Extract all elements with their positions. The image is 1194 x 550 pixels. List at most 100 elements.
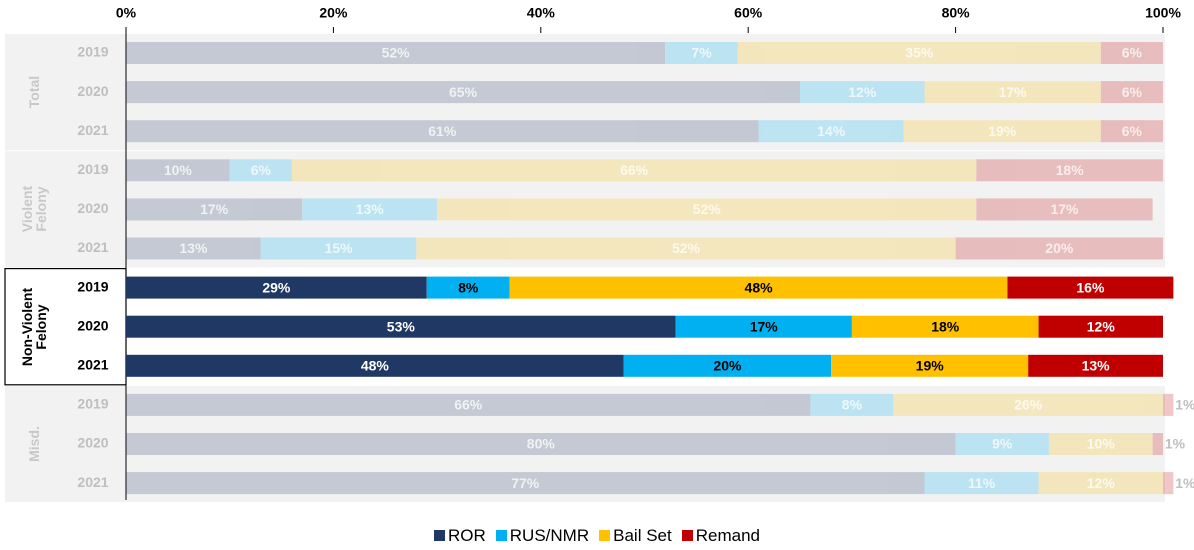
- legend-entry: RUS/NMR: [495, 526, 590, 546]
- y-tick-label: 2021: [77, 357, 108, 373]
- data-label: 19%: [988, 123, 1017, 139]
- bar-segment: [976, 159, 1163, 182]
- legend-swatch: [599, 530, 611, 541]
- data-label: 17%: [999, 84, 1028, 100]
- data-label: 13%: [356, 201, 385, 217]
- group-background: [5, 34, 1165, 151]
- y-tick-label: 2019: [77, 161, 108, 177]
- bar-row: [126, 237, 1163, 260]
- y-tick-label: 2020: [77, 83, 108, 99]
- data-label: 11%: [968, 475, 996, 491]
- data-label: 8%: [842, 397, 863, 413]
- x-tick-label: 80%: [942, 5, 971, 21]
- bar-segment: [737, 42, 1101, 64]
- y-tick-label: 2021: [77, 122, 108, 138]
- bar-segment: [924, 472, 1039, 495]
- y-tick-label: 2020: [77, 317, 108, 333]
- x-tick-label: 0%: [116, 5, 137, 21]
- bar-segment: [675, 315, 852, 338]
- legend: ROR RUS/NMR Bail Set Remand: [0, 526, 1194, 546]
- bar-segment: [893, 393, 1163, 416]
- data-label: 9%: [992, 436, 1013, 452]
- data-label: 19%: [916, 358, 945, 374]
- bar-row: [126, 198, 1153, 221]
- bar-segment: [1100, 120, 1163, 143]
- bar-segment: [126, 42, 666, 64]
- data-label: 12%: [848, 84, 877, 100]
- label-row: 10% 6% 66% 18%: [164, 162, 1084, 178]
- data-label: 7%: [691, 45, 712, 61]
- label-row: 52% 7% 35% 6%: [382, 45, 1143, 61]
- bar-row: [126, 120, 1163, 143]
- bar-segment: [810, 393, 894, 416]
- y-tick-label: 2019: [77, 278, 108, 294]
- bar-row: [126, 472, 1174, 495]
- data-label: 6%: [1122, 123, 1143, 139]
- label-row: 77% 11% 12% 1%: [511, 475, 1194, 491]
- data-label: 18%: [1056, 162, 1085, 178]
- y-tick-label: 2020: [77, 435, 108, 451]
- bar-segment: [851, 315, 1039, 338]
- bar-segment: [126, 276, 427, 299]
- bar-segment: [1038, 315, 1163, 338]
- bar-row: [126, 354, 1163, 377]
- bar-row: [126, 315, 1163, 338]
- data-label: 17%: [750, 318, 779, 334]
- data-label: 1%: [1175, 475, 1194, 491]
- bar-segment: [509, 276, 1008, 299]
- chart: 2019 2020 2021 2019 2020 2021 2019 2020 2021 2019…: [4, 5, 1194, 503]
- data-label: 26%: [1014, 397, 1043, 413]
- bar-segment: [126, 237, 261, 260]
- legend-swatch: [495, 530, 507, 541]
- data-label: 65%: [449, 84, 478, 100]
- bar-row: [126, 276, 1174, 299]
- y-tick-label: 2019: [77, 44, 108, 60]
- data-label: 13%: [179, 240, 208, 256]
- data-label: 15%: [325, 240, 354, 256]
- bar-segment: [416, 237, 956, 260]
- bar-segment: [126, 120, 759, 143]
- data-label: 17%: [1050, 201, 1079, 217]
- bar-segment: [1048, 433, 1153, 455]
- data-label: 16%: [1076, 279, 1105, 295]
- bar-segment: [955, 237, 1163, 260]
- bar-segment: [126, 472, 925, 495]
- label-row: 61% 14% 19% 6%: [428, 123, 1142, 139]
- data-label: 6%: [1122, 84, 1143, 100]
- bar-segment: [1163, 472, 1174, 495]
- label-row: 13% 15% 52% 20%: [179, 240, 1073, 256]
- data-label: 8%: [458, 279, 479, 295]
- bar-segment: [1028, 354, 1163, 377]
- legend-label: RUS/NMR: [509, 526, 590, 545]
- bar-segment: [126, 159, 230, 182]
- bar-segment: [955, 433, 1049, 455]
- data-label: 52%: [693, 201, 722, 217]
- bar-segment: [291, 159, 977, 182]
- bar-segment: [1163, 393, 1174, 416]
- data-label: 1%: [1175, 397, 1194, 413]
- group-label: Total: [26, 75, 42, 109]
- bar-segment: [976, 198, 1153, 221]
- label-row: 80% 9% 10% 1%: [527, 436, 1186, 452]
- data-label: 1%: [1165, 436, 1186, 452]
- bar-segment: [126, 354, 624, 377]
- legend-label: Remand: [695, 526, 760, 545]
- data-label: 80%: [527, 436, 556, 452]
- x-tick-label: 20%: [319, 5, 348, 21]
- data-label: 66%: [454, 397, 483, 413]
- bar-segment: [924, 81, 1101, 104]
- bar-row: [126, 81, 1163, 104]
- bar-segment: [302, 198, 438, 221]
- bar-segment: [1100, 42, 1163, 64]
- data-label: 12%: [1087, 318, 1116, 334]
- bar-segment: [126, 315, 676, 338]
- label-row: 65% 12% 17% 6%: [449, 84, 1143, 100]
- data-label: 14%: [817, 123, 846, 139]
- bar-segment: [1100, 81, 1163, 104]
- bar-segment: [126, 393, 811, 416]
- data-label: 35%: [905, 45, 934, 61]
- data-label: 77%: [511, 475, 540, 491]
- data-label: 52%: [382, 45, 411, 61]
- data-label: 66%: [620, 162, 649, 178]
